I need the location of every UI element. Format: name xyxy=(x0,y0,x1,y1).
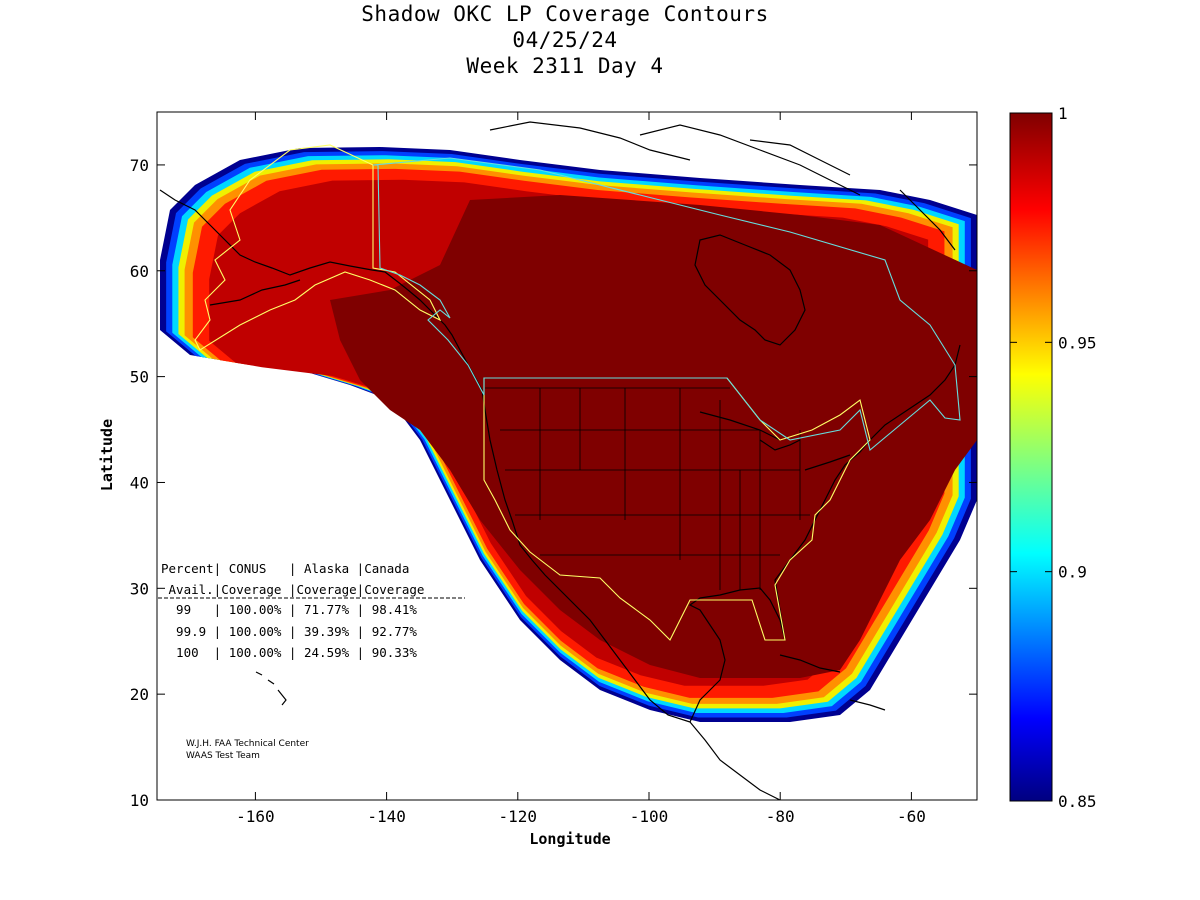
coastlines xyxy=(159,121,961,800)
y-tick-label: 20 xyxy=(130,685,149,704)
colorbar xyxy=(1009,112,1053,802)
table-row: 100 | 100.00% | 24.59% | 90.33% xyxy=(161,645,417,660)
y-axis-ticks: 70 60 50 40 30 20 10 xyxy=(130,156,977,810)
x-tick-label: -160 xyxy=(236,807,275,826)
canada-boundary xyxy=(372,157,961,451)
chart-title-line3: Week 2311 Day 4 xyxy=(466,54,664,78)
table-row: 99 | 100.00% | 71.77% | 98.41% xyxy=(161,602,417,617)
x-axis-ticks: -160 -140 -120 -100 -80 -60 xyxy=(236,112,926,826)
colorbar-tick-label: 0.95 xyxy=(1058,333,1097,352)
region-boundaries xyxy=(194,144,961,641)
x-tick-label: -140 xyxy=(367,807,406,826)
coverage-core xyxy=(330,195,977,678)
colorbar-tick-label: 0.9 xyxy=(1058,563,1087,582)
coverage-table: Percent| CONUS | Alaska |Canada Avail.|C… xyxy=(158,561,465,660)
y-tick-label: 10 xyxy=(130,791,149,810)
y-axis-label: Latitude xyxy=(98,419,116,491)
x-axis-label: Longitude xyxy=(529,830,610,848)
table-header-2: Avail.|Coverage |Coverage|Coverage xyxy=(161,582,424,597)
colorbar-tick-label: 1 xyxy=(1058,104,1068,123)
x-tick-label: -80 xyxy=(766,807,795,826)
colorbar-tick-label: 0.85 xyxy=(1058,792,1097,811)
y-tick-label: 70 xyxy=(130,156,149,175)
credit-line1: W.J.H. FAA Technical Center xyxy=(186,739,309,749)
y-tick-label: 60 xyxy=(130,262,149,281)
colorbar-ticks: 1 0.95 0.9 0.85 xyxy=(1010,104,1097,811)
x-tick-label: -120 xyxy=(499,807,538,826)
y-tick-label: 30 xyxy=(130,579,149,598)
y-tick-label: 50 xyxy=(130,368,149,387)
x-tick-label: -60 xyxy=(897,807,926,826)
credit-line2: WAAS Test Team xyxy=(186,751,260,761)
chart-title-line2: 04/25/24 xyxy=(512,28,618,52)
coverage-contours xyxy=(160,147,977,722)
alaska-boundary xyxy=(194,144,442,351)
x-tick-label: -100 xyxy=(630,807,669,826)
conus-boundary xyxy=(483,377,871,641)
state-borders xyxy=(485,387,810,590)
plot-frame xyxy=(156,111,978,801)
table-header-1: Percent| CONUS | Alaska |Canada xyxy=(161,561,409,576)
table-row: 99.9 | 100.00% | 39.39% | 92.77% xyxy=(161,624,417,639)
y-tick-label: 40 xyxy=(130,473,149,492)
chart-title-line1: Shadow OKC LP Coverage Contours xyxy=(361,2,769,26)
hawaii-islands xyxy=(255,671,287,706)
